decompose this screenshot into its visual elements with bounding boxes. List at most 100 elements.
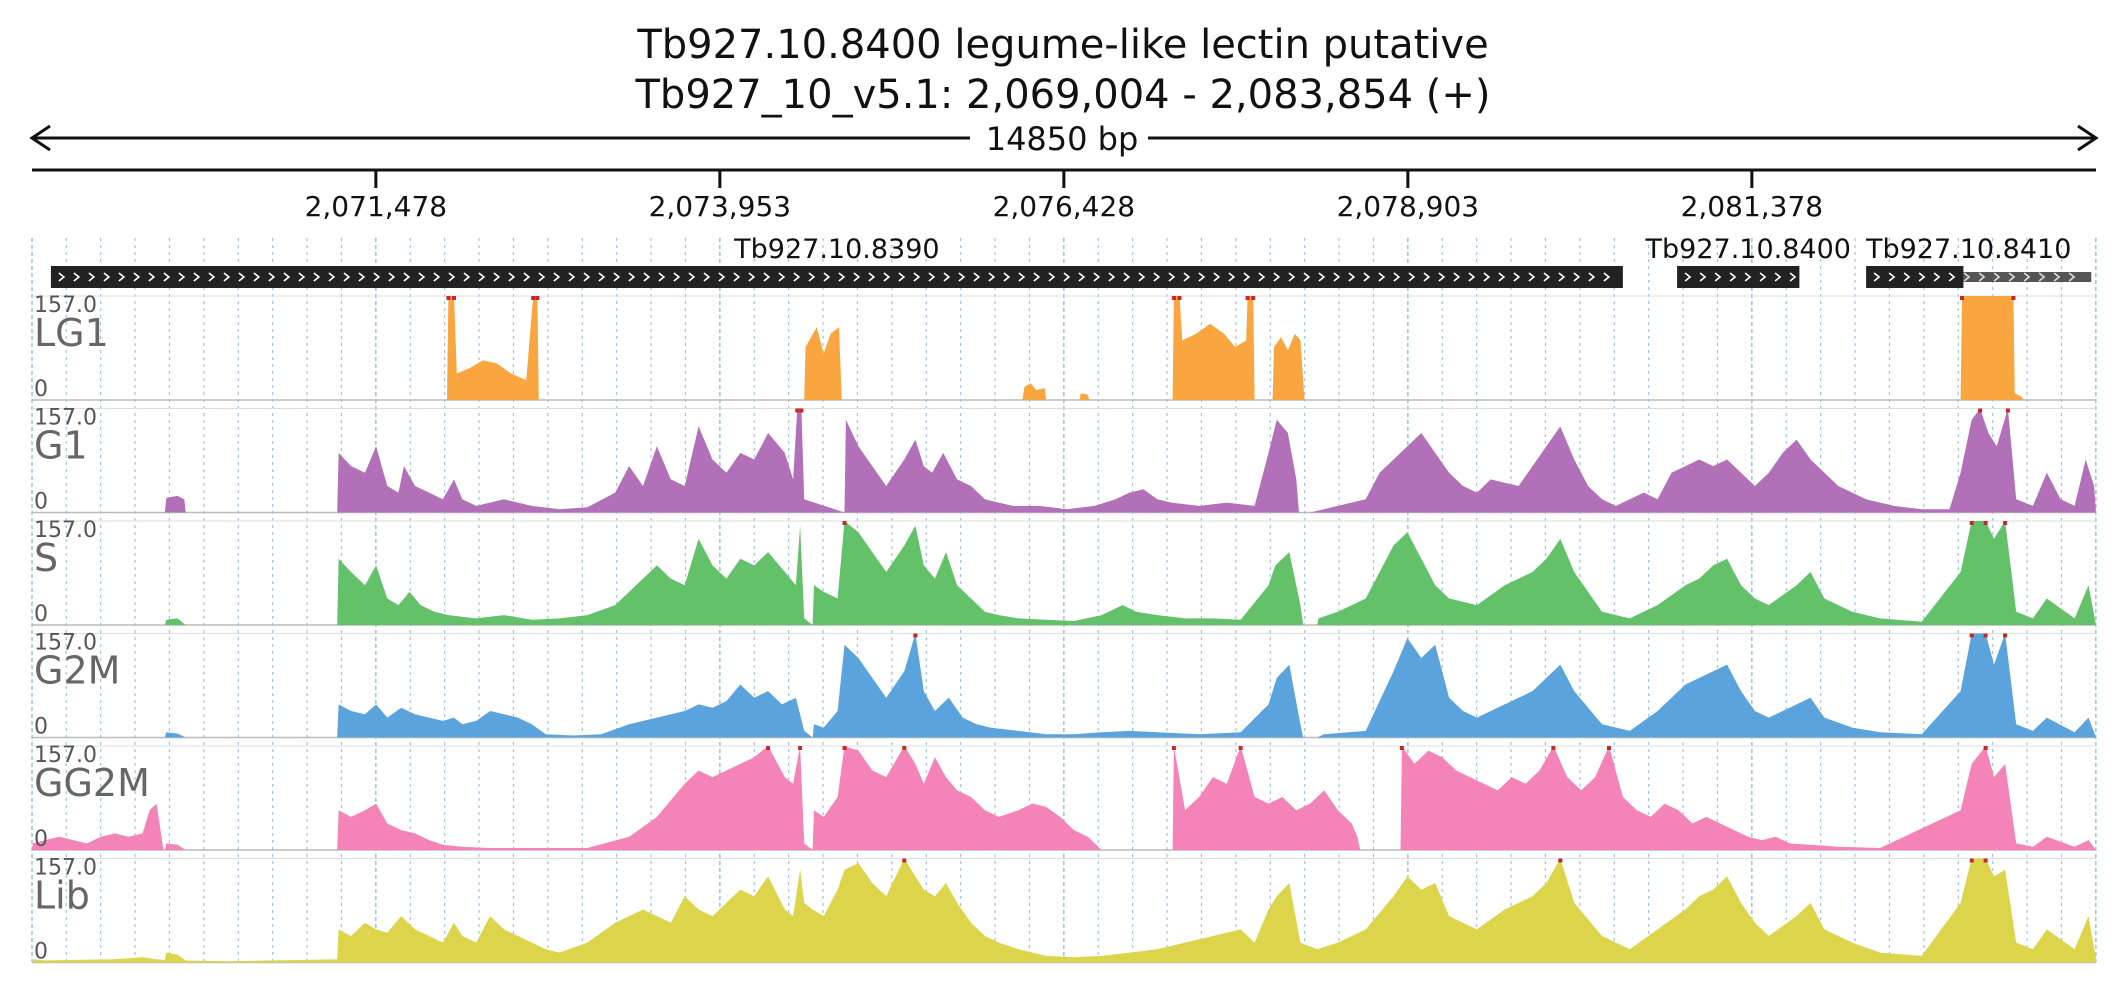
- strand-chevron-icon: [1018, 272, 1026, 282]
- track-name-label[interactable]: G2M: [34, 649, 120, 693]
- gene-model[interactable]: [1677, 266, 1800, 288]
- strand-chevron-icon: [1348, 272, 1356, 282]
- strand-chevron-icon: [58, 272, 66, 282]
- clip-marker: [451, 296, 456, 300]
- strand-chevron-icon: [1138, 272, 1146, 282]
- gene-track[interactable]: Tb927.10.8390 Tb927.10.8400 Tb927.10.8410: [50, 234, 2092, 288]
- strand-chevron-icon: [1933, 272, 1941, 282]
- strand-chevron-icon: [1513, 272, 1521, 282]
- strand-chevron-icon: [373, 272, 381, 282]
- strand-chevron-icon: [763, 272, 771, 282]
- clip-marker: [531, 296, 536, 300]
- gene-model[interactable]: [1866, 266, 1964, 288]
- track-name-label[interactable]: LG1: [34, 311, 109, 355]
- strand-chevron-icon: [673, 272, 681, 282]
- strand-chevron-icon: [238, 272, 246, 282]
- strand-chevron-icon: [178, 272, 186, 282]
- clip-marker: [1399, 746, 1404, 750]
- strand-chevron-icon: [1333, 272, 1341, 282]
- clip-marker: [1960, 296, 1965, 300]
- clip-marker: [1606, 746, 1611, 750]
- clip-marker: [1983, 633, 1988, 638]
- clip-marker: [1969, 858, 1974, 863]
- strand-chevron-icon: [1423, 272, 1431, 282]
- strand-chevron-icon: [88, 272, 96, 282]
- strand-chevron-icon: [988, 272, 996, 282]
- clip-marker: [1171, 296, 1176, 300]
- clip-marker: [2005, 408, 2010, 413]
- clip-marker: [1983, 746, 1988, 750]
- clip-marker: [535, 296, 540, 300]
- axis-tick-label: 2,078,903: [1337, 190, 1480, 223]
- span-ruler: 14850 bp: [29, 120, 2099, 158]
- strand-chevron-icon: [1378, 272, 1386, 282]
- track-name-label[interactable]: G1: [34, 424, 88, 468]
- strand-chevron-icon: [1213, 272, 1221, 282]
- strand-chevron-icon: [1789, 272, 1797, 282]
- strand-chevron-icon: [448, 272, 456, 282]
- clip-marker: [2003, 521, 2008, 525]
- track-lib: 157.0 0 Lib: [32, 856, 2096, 965]
- gene-model[interactable]: [50, 266, 1623, 288]
- strand-chevron-icon: [133, 272, 141, 282]
- clip-marker: [1238, 746, 1243, 750]
- track-zero-label: 0: [34, 602, 48, 627]
- strand-chevron-icon: [718, 272, 726, 282]
- coverage-area: [164, 521, 2096, 625]
- clip-marker: [1171, 746, 1176, 750]
- strand-chevron-icon: [853, 272, 861, 282]
- clip-marker: [798, 746, 803, 750]
- track-max-label: 157.0: [34, 631, 97, 656]
- gene-label[interactable]: Tb927.10.8390: [733, 234, 939, 265]
- strand-chevron-icon: [1603, 272, 1611, 282]
- strand-chevron-icon: [478, 272, 486, 282]
- clip-marker: [795, 408, 800, 413]
- strand-chevron-icon: [793, 272, 801, 282]
- clip-marker: [1551, 746, 1556, 750]
- strand-chevron-icon: [943, 272, 951, 282]
- strand-chevron-icon: [493, 272, 501, 282]
- strand-chevron-icon: [1408, 272, 1416, 282]
- track-name-label[interactable]: GG2M: [34, 761, 150, 805]
- track-max-label: 157.0: [34, 406, 97, 431]
- gene-label[interactable]: Tb927.10.8410: [1865, 234, 2071, 265]
- strand-chevron-icon: [1318, 272, 1326, 282]
- track-zero-label: 0: [34, 940, 48, 965]
- strand-chevron-icon: [1273, 272, 1281, 282]
- strand-chevron-icon: [1699, 272, 1707, 282]
- strand-chevron-icon: [403, 272, 411, 282]
- track-name-label[interactable]: Lib: [34, 874, 90, 918]
- clip-marker: [2011, 296, 2016, 300]
- track-max-label: 157.0: [34, 293, 97, 318]
- strand-chevron-icon: [73, 272, 81, 282]
- track-lg1: 157.0 0 LG1: [32, 293, 2096, 402]
- left-arrow-icon: [29, 124, 51, 152]
- strand-chevron-icon: [1558, 272, 1566, 282]
- strand-chevron-icon: [928, 272, 936, 282]
- clip-marker: [1251, 296, 1256, 300]
- track-max-label: 157.0: [34, 743, 97, 768]
- strand-chevron-icon: [1468, 272, 1476, 282]
- axis-tick-label: 2,071,478: [305, 190, 448, 223]
- strand-chevron-icon: [1948, 272, 1956, 282]
- strand-chevron-icon: [1288, 272, 1296, 282]
- coverage-tracks: 157.00LG1157.00G1157.00S157.00G2M157.00G…: [32, 293, 2096, 965]
- strand-chevron-icon: [1759, 272, 1767, 282]
- gene-utr[interactable]: [1963, 272, 2092, 282]
- track-name-label[interactable]: S: [34, 536, 58, 580]
- strand-chevron-icon: [1903, 272, 1911, 282]
- coverage-area: [32, 858, 2096, 963]
- strand-chevron-icon: [613, 272, 621, 282]
- strand-chevron-icon: [2038, 272, 2046, 282]
- clip-marker: [1245, 296, 1250, 300]
- clip-marker: [766, 746, 771, 750]
- strand-chevron-icon: [748, 272, 756, 282]
- gene-label[interactable]: Tb927.10.8400: [1645, 234, 1851, 265]
- strand-chevron-icon: [358, 272, 366, 282]
- strand-chevron-icon: [1543, 272, 1551, 282]
- clip-marker: [1969, 633, 1974, 638]
- strand-chevron-icon: [628, 272, 636, 282]
- track-max-label: 157.0: [34, 856, 97, 881]
- clip-marker: [1983, 521, 1988, 525]
- strand-chevron-icon: [1108, 272, 1116, 282]
